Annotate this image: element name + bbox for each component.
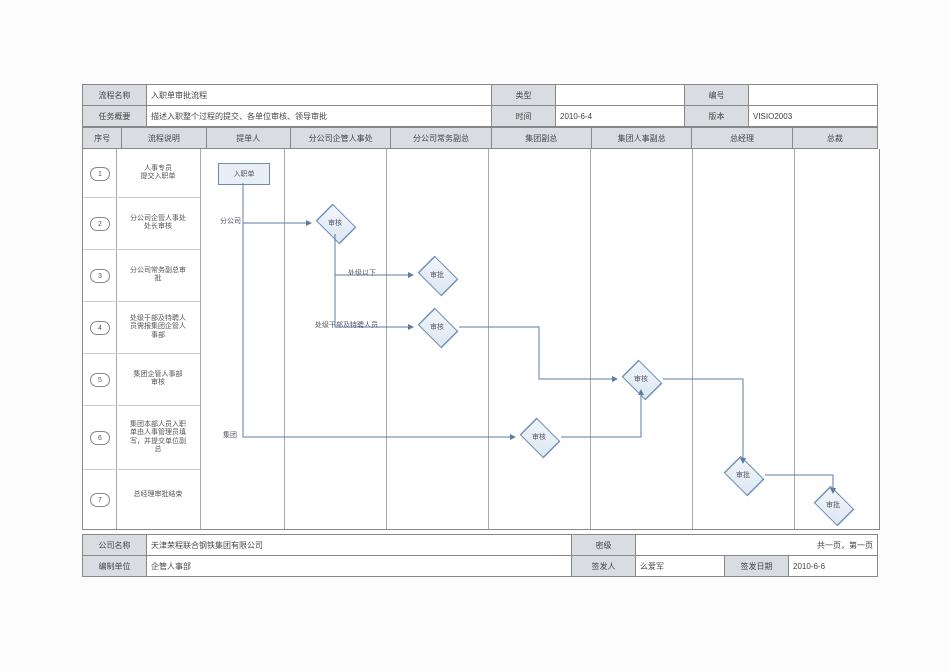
type-label: 类型 <box>492 85 556 106</box>
lane-col-3: 分公司企管人事处 <box>290 128 390 149</box>
lane-col-0: 序号 <box>83 128 122 149</box>
step-desc-6: 集团本部人员入职单由人事管理员填写，并提交单位副总 <box>123 421 193 455</box>
swimlane-header: 序号 流程说明 提单人 分公司企管人事处 分公司常务副总 集团副总 集团人事副总… <box>82 127 878 149</box>
version-value: VISIO2003 <box>749 106 878 127</box>
step-num-3: 3 <box>90 269 110 283</box>
vline <box>692 149 693 529</box>
node-d7: 审批 <box>811 494 855 516</box>
node-d1: 审核 <box>313 212 357 234</box>
conn-label-below: 处级以下 <box>348 268 376 278</box>
time-value: 2010-6-4 <box>556 106 685 127</box>
step-num-5: 5 <box>90 373 110 387</box>
page-info: 共一页，第一页 <box>636 535 878 556</box>
task-summary-value: 描述入职整个过程的提交、各单位审核、领导审批 <box>147 106 492 127</box>
page: 流程名称 入职单审批流程 类型 编号 任务概要 描述入职整个过程的提交、各单位审… <box>0 0 950 672</box>
step-num-6: 6 <box>90 431 110 445</box>
lane-col-7: 总经理 <box>692 128 792 149</box>
company-label: 公司名称 <box>83 535 147 556</box>
secret-label: 密级 <box>572 535 636 556</box>
node-d5: 审核 <box>517 426 561 448</box>
type-value <box>556 85 685 106</box>
footer-table: 公司名称 天津荣程联合钢铁集团有限公司 密级 共一页，第一页 编制单位 企管人事… <box>82 534 878 577</box>
conn-label-special: 处级干部及特聘人员 <box>315 320 378 330</box>
vline <box>590 149 591 529</box>
code-label: 编号 <box>685 85 749 106</box>
vline <box>200 149 201 529</box>
step-desc-7: 总经理审批结束 <box>123 491 193 499</box>
node-d3: 审核 <box>415 316 459 338</box>
issue-date-value: 2010-6-6 <box>789 556 878 577</box>
conn-label-branch: 分公司 <box>220 216 241 226</box>
step-num-4: 4 <box>90 321 110 335</box>
header-table: 流程名称 入职单审批流程 类型 编号 任务概要 描述入职整个过程的提交、各单位审… <box>82 84 878 127</box>
step-num-2: 2 <box>90 217 110 231</box>
version-label: 版本 <box>685 106 749 127</box>
lane-col-5: 集团副总 <box>491 128 591 149</box>
node-d2: 审批 <box>415 264 459 286</box>
lane-col-2: 提单人 <box>206 128 290 149</box>
lane-col-8: 总裁 <box>792 128 877 149</box>
node-start: 入职单 <box>218 163 270 185</box>
node-d6: 审批 <box>721 464 765 486</box>
step-desc-4: 处级干部及特聘人员需报集团企管人事部 <box>123 315 193 340</box>
step-desc-5: 集团企管人事部审核 <box>123 371 193 388</box>
task-summary-label: 任务概要 <box>83 106 147 127</box>
header-row-1: 流程名称 入职单审批流程 类型 编号 <box>83 85 878 106</box>
step-desc-2: 分公司企管人事处处长审核 <box>123 215 193 232</box>
sheet: 流程名称 入职单审批流程 类型 编号 任务概要 描述入职整个过程的提交、各单位审… <box>82 84 878 577</box>
header-row-2: 任务概要 描述入职整个过程的提交、各单位审核、领导审批 时间 2010-6-4 … <box>83 106 878 127</box>
lane-col-1: 流程说明 <box>122 128 206 149</box>
step-num-1: 1 <box>90 167 110 181</box>
lane-col-6: 集团人事副总 <box>591 128 691 149</box>
issue-date-label: 签发日期 <box>725 556 789 577</box>
process-name-label: 流程名称 <box>83 85 147 106</box>
vline <box>488 149 489 529</box>
flow-body: 1 人事专员提交入职单 2 分公司企管人事处处长审核 3 分公司常务副总审批 4… <box>82 149 880 530</box>
step-desc-3: 分公司常务副总审批 <box>123 267 193 284</box>
issuer-value: 么爱军 <box>636 556 725 577</box>
issuer-label: 签发人 <box>572 556 636 577</box>
footer-row-2: 编制单位 企管人事部 签发人 么爱军 签发日期 2010-6-6 <box>83 556 878 577</box>
lane-col-4: 分公司常务副总 <box>391 128 491 149</box>
step-desc-1: 人事专员提交入职单 <box>123 165 193 182</box>
step-num-7: 7 <box>90 493 110 507</box>
process-name-value: 入职单审批流程 <box>147 85 492 106</box>
dept-label: 编制单位 <box>83 556 147 577</box>
time-label: 时间 <box>492 106 556 127</box>
node-d4: 审核 <box>619 368 663 390</box>
code-value <box>749 85 878 106</box>
vline <box>284 149 285 529</box>
vline <box>386 149 387 529</box>
conn-label-group: 集团 <box>223 430 237 440</box>
footer-row-1: 公司名称 天津荣程联合钢铁集团有限公司 密级 共一页，第一页 <box>83 535 878 556</box>
company-value: 天津荣程联合钢铁集团有限公司 <box>147 535 572 556</box>
dept-value: 企管人事部 <box>147 556 572 577</box>
vline <box>794 149 795 529</box>
